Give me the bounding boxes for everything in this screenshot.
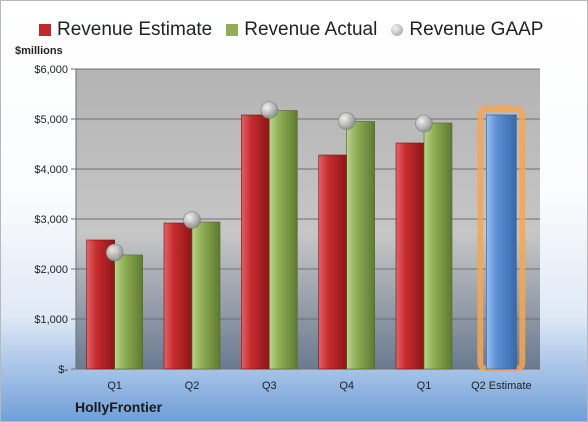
legend-swatch-gaap	[391, 24, 404, 36]
bar-revenue-estimate	[395, 142, 425, 370]
y-tick-label: $-	[58, 364, 68, 376]
legend-label-estimate: Revenue Estimate	[57, 19, 213, 40]
y-tick-label: $2,000	[34, 264, 68, 276]
marker-revenue-gaap	[183, 211, 201, 229]
legend: Revenue Estimate Revenue Actual Revenue …	[39, 17, 557, 43]
x-tick-label: Q1	[417, 380, 432, 392]
bar-q2-estimate	[486, 114, 517, 370]
bar-revenue-estimate	[86, 239, 115, 370]
y-tick-label: $6,000	[34, 64, 68, 76]
y-tick-label: $4,000	[34, 164, 68, 176]
legend-label-gaap: Revenue GAAP	[409, 19, 544, 40]
x-tick-label: Q4	[339, 380, 354, 392]
bar-revenue-estimate	[241, 114, 270, 370]
bar-revenue-estimate	[163, 222, 193, 370]
marker-revenue-gaap	[415, 114, 433, 133]
marker-revenue-gaap	[260, 101, 279, 119]
bar-revenue-actual	[423, 122, 453, 370]
units-label: $millions	[15, 45, 63, 57]
y-tick-label: $1,000	[34, 314, 68, 326]
bar-revenue-actual	[346, 121, 375, 370]
legend-item-estimate: Revenue Estimate	[39, 19, 212, 41]
x-tick-label: Q2	[185, 380, 200, 392]
legend-swatch-estimate	[39, 24, 51, 36]
legend-item-actual: Revenue Actual	[226, 19, 377, 41]
legend-swatch-actual	[226, 24, 239, 36]
marker-revenue-gaap	[337, 112, 356, 130]
x-tick-label: Q2 Estimate	[471, 380, 532, 392]
bar-revenue-actual	[269, 110, 298, 370]
legend-item-gaap: Revenue GAAP	[391, 19, 543, 41]
x-tick-label: Q1	[107, 380, 122, 392]
y-tick-label: $5,000	[34, 114, 68, 126]
company-name: HollyFrontier	[75, 399, 163, 415]
legend-label-actual: Revenue Actual	[244, 19, 378, 40]
bar-revenue-actual	[114, 254, 143, 370]
bar-revenue-estimate	[318, 154, 347, 370]
bar-revenue-actual	[191, 221, 221, 370]
y-tick-label: $3,000	[34, 214, 68, 226]
marker-revenue-gaap	[105, 243, 124, 262]
x-tick-label: Q3	[262, 380, 277, 392]
